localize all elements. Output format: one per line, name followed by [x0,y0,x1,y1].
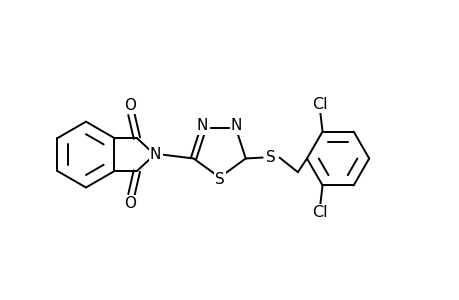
Text: Cl: Cl [312,205,327,220]
Text: O: O [124,196,136,211]
Text: N: N [196,118,208,134]
Text: N: N [230,118,242,134]
Text: N: N [150,147,161,162]
Text: O: O [124,98,136,113]
Text: S: S [266,150,275,165]
Text: S: S [214,172,224,187]
Text: Cl: Cl [312,97,327,112]
